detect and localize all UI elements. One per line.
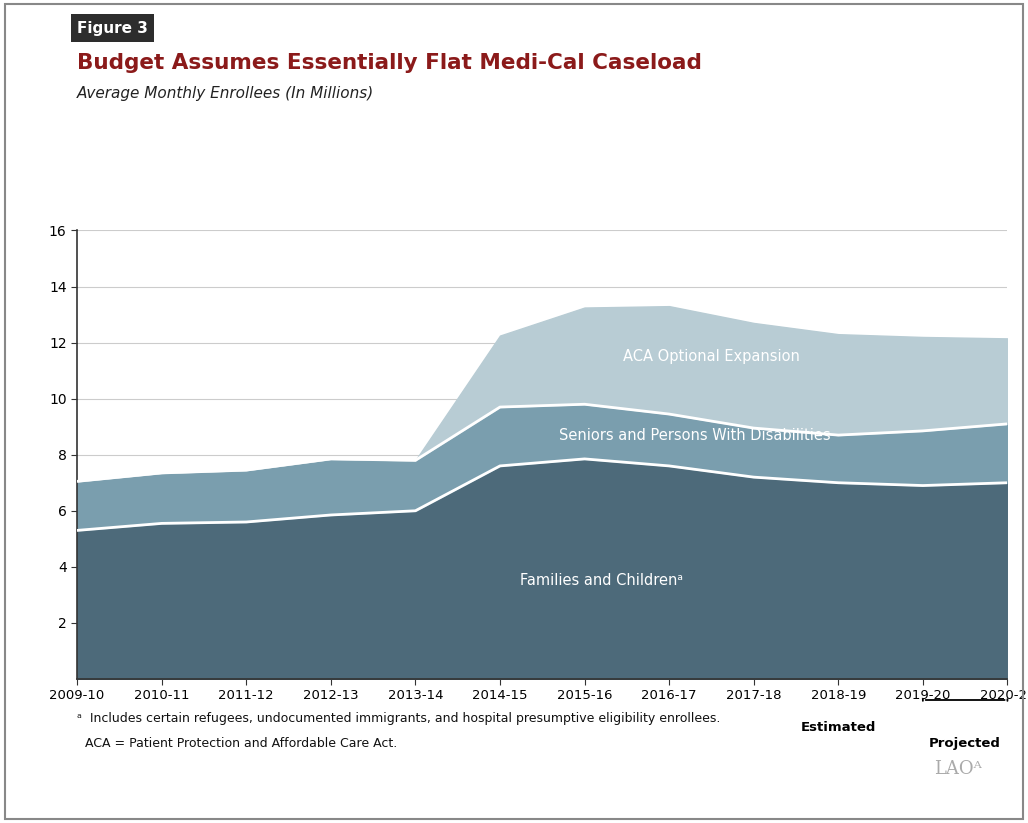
Text: Average Monthly Enrollees (In Millions): Average Monthly Enrollees (In Millions): [77, 86, 374, 101]
Text: ACA Optional Expansion: ACA Optional Expansion: [623, 349, 800, 364]
Text: Seniors and Persons With Disabilities: Seniors and Persons With Disabilities: [558, 428, 831, 443]
Text: ACA = Patient Protection and Affordable Care Act.: ACA = Patient Protection and Affordable …: [77, 737, 398, 750]
Text: Budget Assumes Essentially Flat Medi-Cal Caseload: Budget Assumes Essentially Flat Medi-Cal…: [77, 53, 702, 73]
Text: Estimated: Estimated: [801, 721, 876, 733]
Text: Projected: Projected: [929, 737, 1001, 751]
Text: ᵃ  Includes certain refugees, undocumented immigrants, and hospital presumptive : ᵃ Includes certain refugees, undocumente…: [77, 712, 721, 725]
Text: Figure 3: Figure 3: [77, 21, 148, 35]
Text: Families and Childrenᵃ: Families and Childrenᵃ: [520, 574, 683, 588]
Text: LAOᴬ: LAOᴬ: [934, 760, 982, 778]
